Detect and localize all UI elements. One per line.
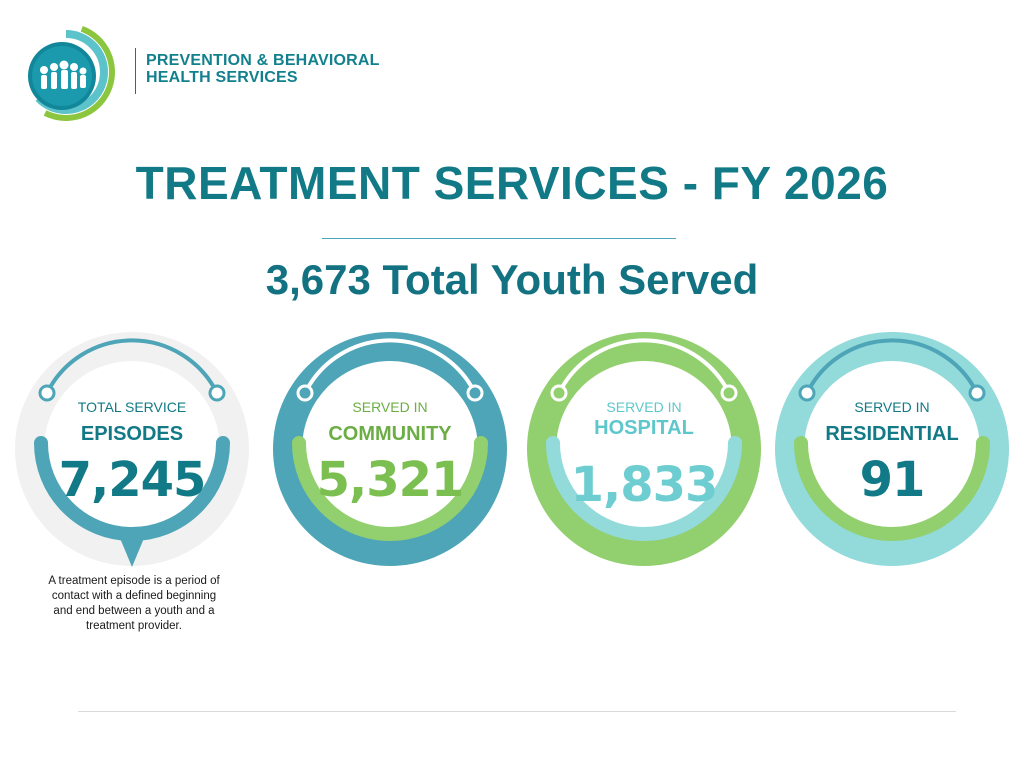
logo-divider bbox=[135, 48, 136, 94]
hospital-label-line1: SERVED IN bbox=[606, 399, 682, 415]
episodes-label-line2: EPISODES bbox=[80, 423, 184, 445]
organization-name-line2: HEALTH SERVICES bbox=[146, 69, 298, 86]
community-value: 5,321 bbox=[316, 452, 465, 508]
stat-served-in-community: SERVED IN COMMUNITY 5,321 bbox=[272, 331, 508, 567]
residential-ring-graphic bbox=[775, 332, 1009, 566]
organization-logo bbox=[14, 14, 126, 126]
organization-name-line1: PREVENTION & BEHAVIORAL bbox=[146, 52, 380, 69]
hospital-value: 1,833 bbox=[570, 457, 719, 513]
residential-value: 91 bbox=[859, 452, 926, 508]
hospital-label-line2: HOSPITAL bbox=[594, 417, 694, 439]
episodes-ring-graphic bbox=[15, 332, 249, 567]
community-label-line1: SERVED IN bbox=[352, 399, 428, 415]
community-label-line2: COMMUNITY bbox=[328, 423, 452, 445]
total-youth-served: 3,673 Total Youth Served bbox=[265, 256, 759, 303]
episode-definition-note: A treatment episode is a period of conta… bbox=[48, 575, 220, 632]
hospital-ring-graphic bbox=[527, 332, 761, 566]
bottom-divider bbox=[78, 711, 956, 712]
residential-label-line1: SERVED IN bbox=[854, 399, 930, 415]
stat-total-service-episodes: TOTAL SERVICE EPISODES 7,245 bbox=[14, 331, 250, 567]
page-title: TREATMENT SERVICES - FY 2026 bbox=[135, 157, 889, 209]
stat-served-in-residential: SERVED IN RESIDENTIAL 91 bbox=[774, 331, 1010, 567]
episodes-label-line1: TOTAL SERVICE bbox=[77, 399, 187, 415]
title-divider bbox=[322, 238, 676, 239]
stat-served-in-hospital: SERVED IN HOSPITAL 1,833 bbox=[526, 331, 762, 567]
episodes-value: 7,245 bbox=[58, 452, 207, 508]
residential-label-line2: RESIDENTIAL bbox=[825, 423, 959, 445]
community-ring-graphic bbox=[273, 332, 507, 566]
organization-name: PREVENTION & BEHAVIORAL HEALTH SERVICES bbox=[146, 52, 380, 86]
